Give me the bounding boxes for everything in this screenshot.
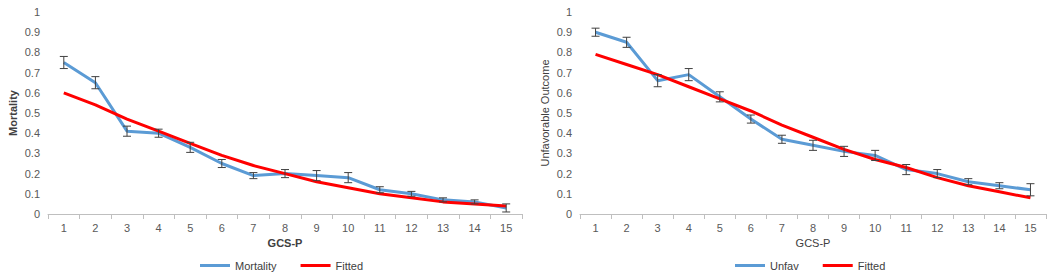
svg-text:13: 13 bbox=[962, 222, 974, 234]
svg-text:0.1: 0.1 bbox=[25, 188, 40, 200]
svg-text:2: 2 bbox=[624, 222, 630, 234]
svg-text:4: 4 bbox=[156, 222, 162, 234]
svg-text:0.6: 0.6 bbox=[557, 87, 572, 99]
svg-text:0.3: 0.3 bbox=[557, 147, 572, 159]
svg-text:0.2: 0.2 bbox=[557, 168, 572, 180]
svg-text:15: 15 bbox=[1024, 222, 1036, 234]
svg-text:6: 6 bbox=[748, 222, 754, 234]
svg-text:4: 4 bbox=[686, 222, 692, 234]
svg-text:0.3: 0.3 bbox=[25, 147, 40, 159]
svg-text:10: 10 bbox=[869, 222, 881, 234]
svg-text:Fitted: Fitted bbox=[858, 260, 886, 272]
svg-text:9: 9 bbox=[841, 222, 847, 234]
svg-text:0.5: 0.5 bbox=[25, 107, 40, 119]
svg-text:7: 7 bbox=[250, 222, 256, 234]
svg-text:0.2: 0.2 bbox=[25, 168, 40, 180]
svg-text:12: 12 bbox=[405, 222, 417, 234]
svg-text:8: 8 bbox=[282, 222, 288, 234]
svg-text:Fitted: Fitted bbox=[336, 260, 364, 272]
svg-text:6: 6 bbox=[219, 222, 225, 234]
svg-text:0.7: 0.7 bbox=[557, 67, 572, 79]
svg-text:5: 5 bbox=[187, 222, 193, 234]
svg-text:1: 1 bbox=[61, 222, 67, 234]
svg-text:GCS-P: GCS-P bbox=[796, 237, 831, 249]
svg-text:14: 14 bbox=[993, 222, 1005, 234]
svg-text:0.4: 0.4 bbox=[25, 127, 40, 139]
svg-text:9: 9 bbox=[314, 222, 320, 234]
svg-text:11: 11 bbox=[900, 222, 911, 234]
svg-text:15: 15 bbox=[500, 222, 512, 234]
svg-text:5: 5 bbox=[717, 222, 723, 234]
svg-text:7: 7 bbox=[779, 222, 785, 234]
svg-text:2: 2 bbox=[92, 222, 98, 234]
svg-text:1: 1 bbox=[592, 222, 598, 234]
svg-text:GCS-P: GCS-P bbox=[268, 237, 303, 249]
svg-text:3: 3 bbox=[124, 222, 130, 234]
svg-text:0.7: 0.7 bbox=[25, 67, 40, 79]
svg-text:8: 8 bbox=[810, 222, 816, 234]
svg-text:0.9: 0.9 bbox=[25, 26, 40, 38]
svg-text:0.4: 0.4 bbox=[557, 127, 572, 139]
svg-text:0: 0 bbox=[566, 208, 572, 220]
svg-text:Unfavorable Outcome: Unfavorable Outcome bbox=[539, 60, 551, 167]
svg-text:0: 0 bbox=[34, 208, 40, 220]
svg-text:Mortality: Mortality bbox=[7, 89, 19, 136]
svg-text:0.8: 0.8 bbox=[557, 46, 572, 58]
svg-text:10: 10 bbox=[342, 222, 354, 234]
svg-text:0.9: 0.9 bbox=[557, 26, 572, 38]
svg-text:Unfav: Unfav bbox=[770, 260, 799, 272]
svg-text:14: 14 bbox=[468, 222, 480, 234]
svg-text:13: 13 bbox=[437, 222, 449, 234]
svg-text:0.8: 0.8 bbox=[25, 46, 40, 58]
svg-text:1: 1 bbox=[34, 6, 40, 18]
svg-text:3: 3 bbox=[655, 222, 661, 234]
svg-text:0.1: 0.1 bbox=[557, 188, 572, 200]
svg-text:12: 12 bbox=[931, 222, 943, 234]
svg-text:1: 1 bbox=[566, 6, 572, 18]
svg-text:Mortality: Mortality bbox=[235, 260, 277, 272]
svg-text:0.5: 0.5 bbox=[557, 107, 572, 119]
svg-text:0.6: 0.6 bbox=[25, 87, 40, 99]
svg-text:11: 11 bbox=[374, 222, 385, 234]
